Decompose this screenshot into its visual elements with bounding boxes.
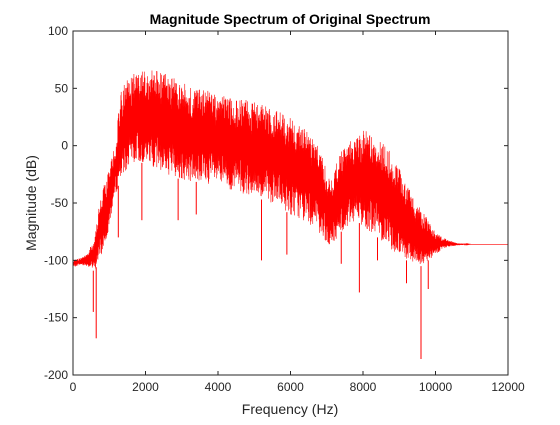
x-tick-label: 10000: [419, 380, 453, 394]
x-tick-label: 2000: [132, 380, 159, 394]
x-tick-label: 8000: [350, 380, 377, 394]
x-tick-label: 4000: [205, 380, 232, 394]
chart-title: Magnitude Spectrum of Original Spectrum: [150, 11, 431, 27]
y-tick-label: -200: [44, 368, 68, 382]
y-tick-label: 0: [61, 139, 68, 153]
x-tick-label: 6000: [277, 380, 304, 394]
y-tick-label: -150: [44, 311, 68, 325]
y-tick-label: -100: [44, 253, 68, 267]
y-axis-label: Magnitude (dB): [23, 155, 39, 251]
x-tick-label: 12000: [491, 380, 525, 394]
y-tick-label: 100: [48, 24, 68, 38]
y-tick-label: -50: [51, 196, 69, 210]
x-axis-label: Frequency (Hz): [242, 401, 338, 417]
y-tick-label: 50: [55, 81, 69, 95]
x-tick-label: 0: [70, 380, 77, 394]
